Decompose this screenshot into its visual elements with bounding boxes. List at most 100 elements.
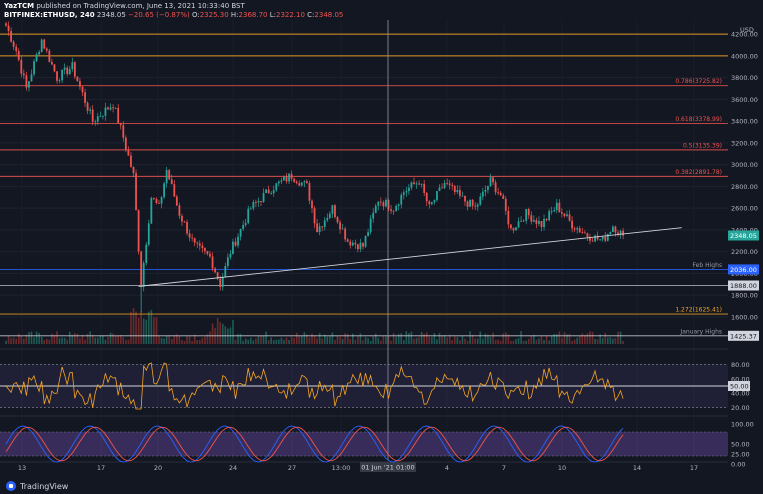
candle-body [229,253,232,258]
volume-bar [530,335,533,344]
candle-body [262,192,265,202]
candle-body [112,107,114,109]
candle-body [453,186,456,193]
author-name[interactable]: YazTCM [4,2,35,10]
volume-bar [193,334,196,344]
candle-body [573,228,576,230]
candle-body [438,187,441,192]
candle-body [522,220,525,222]
candle-body [124,137,127,150]
candle-body [79,81,81,87]
volume-bar [191,340,193,344]
candle-body [242,224,245,229]
volume-bar [79,338,81,344]
volume-bar [364,337,367,344]
candle-body [33,61,35,75]
candle-body [22,73,25,76]
candle-body [53,64,56,72]
volume-bar [265,331,267,344]
candle-body [198,243,201,246]
volume-bar [497,339,499,344]
candle-body [73,62,76,77]
volume-bar [527,338,530,344]
volume-bar [51,333,53,344]
volume-bar [601,338,604,344]
candle-body [372,212,375,219]
candle-body [413,182,415,185]
volume-bar [395,336,397,344]
volume-bar [484,333,487,344]
brand[interactable]: TradingView [6,481,68,491]
volume-bar [275,339,278,344]
candle-body [614,226,617,233]
symbol-label[interactable]: BITFINEX:ETHUSD, 240 [4,11,95,19]
volume-bar [48,339,51,344]
candle-body [354,242,357,245]
ascending-trendline [138,227,682,287]
candle-body [249,208,252,210]
candle-body [415,183,418,185]
candle-body [140,251,143,287]
volume-bar [224,326,227,344]
candle-body [257,201,260,203]
volume-bar [607,337,609,344]
candle-body [76,76,79,82]
volume-bar [293,337,295,344]
volume-bar [533,334,535,344]
candle-body [178,205,181,216]
volume-bar [15,338,17,344]
price-tick-label: 3400.00 [731,118,758,126]
volume-bar [127,339,130,344]
candle-body [476,204,479,207]
volume-bar [492,332,494,344]
candle-body [96,116,99,122]
volume-bar [443,335,446,344]
candle-body [331,205,334,214]
candle-body [395,205,398,212]
volume-bar [181,340,183,344]
volume-bar [20,336,23,344]
volume-bar [91,334,94,344]
volume-bar [46,338,48,344]
volume-bar [270,337,272,344]
candle-body [214,268,216,273]
candle-body [107,107,109,110]
candle-body [237,236,239,246]
volume-bar [451,340,454,344]
time-tick-label: 10 [558,464,566,472]
candle-body [408,187,410,192]
candle-body [612,226,614,233]
candle-body [446,183,449,184]
volume-bar [448,334,451,344]
candle-body [387,200,390,210]
price-tick-label: 4200.00 [731,31,758,39]
volume-bar [176,334,178,344]
candle-body [58,80,61,82]
candle-body [451,184,454,187]
candle-body [173,184,176,197]
price-tick-label: 4000.00 [731,52,758,60]
stoch-tick-label: 100.00 [731,421,754,429]
price-tick-label: 1600.00 [731,313,758,321]
candle-body [142,262,145,287]
candle-body [61,69,63,81]
candle-body [402,192,405,195]
volume-bar [183,340,186,344]
candle-body [517,221,520,228]
volume-bar [104,339,107,344]
candle-body [145,244,148,263]
candle-body [576,228,579,230]
volume-bar [5,340,7,344]
candle-body [374,205,377,213]
volume-bar [466,340,469,344]
volume-bar [334,339,336,344]
candle-body [114,107,117,109]
time-tick-label: 24 [229,464,237,472]
volume-bar [390,340,392,344]
candle-body [188,233,191,238]
candle-body [323,220,326,227]
volume-bar [178,336,181,344]
candle-body [362,242,364,247]
volume-bar [563,332,566,344]
